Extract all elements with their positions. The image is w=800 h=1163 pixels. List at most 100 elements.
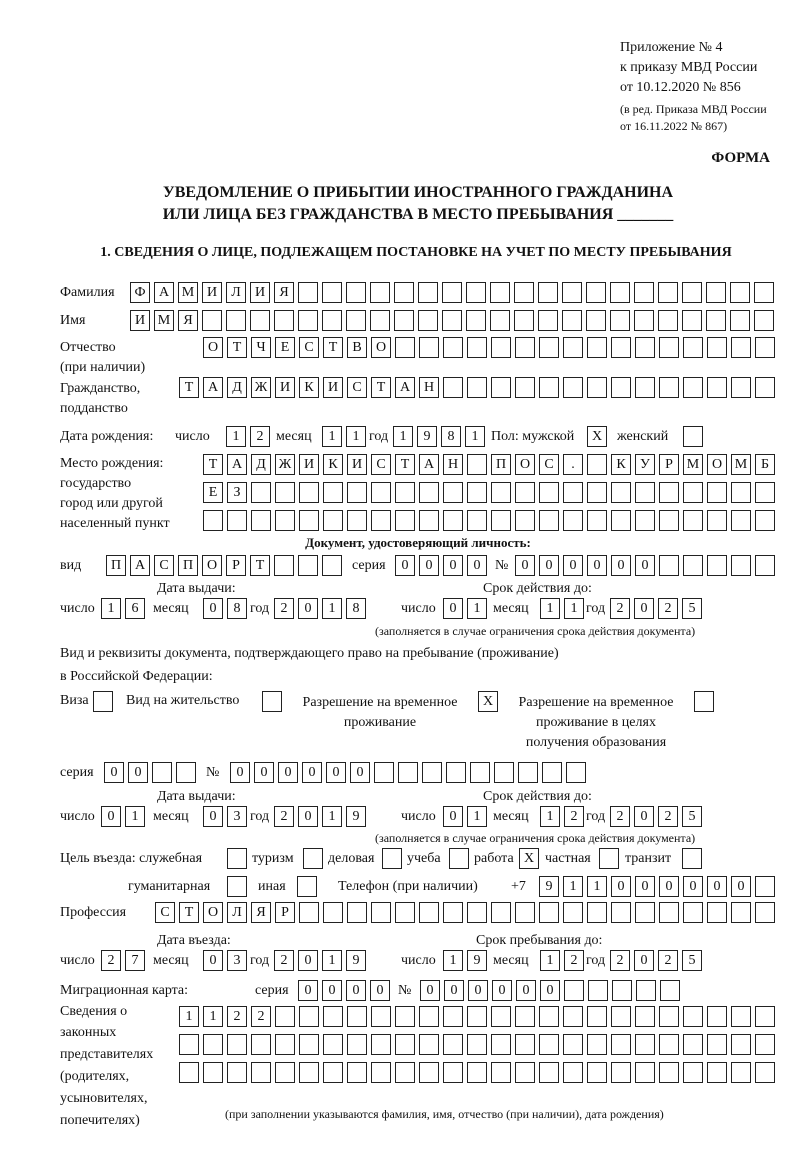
char-cell[interactable] [371, 482, 391, 503]
char-cell[interactable] [682, 310, 702, 331]
char-cell[interactable]: Н [443, 454, 463, 475]
char-cell[interactable]: Л [227, 902, 247, 923]
char-cell[interactable] [731, 555, 751, 576]
char-cell[interactable] [730, 310, 750, 331]
char-cell[interactable] [395, 1034, 415, 1055]
char-cell[interactable] [491, 902, 511, 923]
char-cell[interactable] [683, 555, 703, 576]
char-cell[interactable] [203, 1062, 223, 1083]
char-cell[interactable]: Н [419, 377, 439, 398]
char-cell[interactable]: Я [251, 902, 271, 923]
char-cell[interactable]: 1 [322, 598, 342, 619]
char-cell[interactable]: 1 [346, 426, 366, 447]
char-cell[interactable] [539, 337, 559, 358]
char-cell[interactable]: А [203, 377, 223, 398]
char-cell[interactable]: 1 [322, 426, 342, 447]
char-cell[interactable] [467, 337, 487, 358]
char-cell[interactable]: И [347, 454, 367, 475]
purpose-private-checkbox[interactable] [599, 848, 619, 869]
char-cell[interactable] [707, 337, 727, 358]
char-cell[interactable]: И [130, 310, 150, 331]
char-cell[interactable]: 1 [563, 876, 583, 897]
char-cell[interactable]: 0 [298, 806, 318, 827]
char-cell[interactable] [611, 482, 631, 503]
char-cell[interactable] [515, 1034, 535, 1055]
char-cell[interactable]: 0 [419, 555, 439, 576]
char-cell[interactable] [395, 337, 415, 358]
purpose-other-checkbox[interactable] [297, 876, 317, 897]
char-cell[interactable]: 1 [101, 598, 121, 619]
char-cell[interactable]: 0 [634, 950, 654, 971]
char-cell[interactable] [683, 902, 703, 923]
char-cell[interactable] [587, 1034, 607, 1055]
char-cell[interactable]: О [515, 454, 535, 475]
char-cell[interactable] [587, 510, 607, 531]
char-cell[interactable] [395, 1006, 415, 1027]
char-cell[interactable] [563, 482, 583, 503]
char-cell[interactable]: 0 [230, 762, 250, 783]
char-cell[interactable] [227, 1034, 247, 1055]
char-cell[interactable]: 1 [322, 950, 342, 971]
char-cell[interactable]: 2 [564, 950, 584, 971]
char-cell[interactable]: И [202, 282, 222, 303]
char-cell[interactable] [635, 902, 655, 923]
char-cell[interactable] [443, 337, 463, 358]
char-cell[interactable]: 0 [467, 555, 487, 576]
char-cell[interactable] [731, 337, 751, 358]
char-cell[interactable]: О [707, 454, 727, 475]
char-cell[interactable] [539, 1034, 559, 1055]
char-cell[interactable]: 5 [682, 806, 702, 827]
char-cell[interactable] [707, 555, 727, 576]
char-cell[interactable]: П [178, 555, 198, 576]
char-cell[interactable] [467, 1006, 487, 1027]
char-cell[interactable] [418, 282, 438, 303]
char-cell[interactable] [491, 337, 511, 358]
char-cell[interactable] [490, 310, 510, 331]
char-cell[interactable] [539, 510, 559, 531]
char-cell[interactable]: П [106, 555, 126, 576]
char-cell[interactable] [634, 282, 654, 303]
char-cell[interactable] [635, 1034, 655, 1055]
char-cell[interactable] [347, 902, 367, 923]
char-cell[interactable]: 0 [346, 980, 366, 1001]
char-cell[interactable] [635, 377, 655, 398]
char-cell[interactable] [683, 1062, 703, 1083]
char-cell[interactable] [227, 510, 247, 531]
char-cell[interactable] [539, 1006, 559, 1027]
char-cell[interactable]: 1 [564, 598, 584, 619]
char-cell[interactable] [706, 282, 726, 303]
visa-checkbox[interactable] [93, 691, 113, 712]
char-cell[interactable]: 0 [539, 555, 559, 576]
char-cell[interactable] [323, 902, 343, 923]
char-cell[interactable] [202, 310, 222, 331]
char-cell[interactable] [610, 282, 630, 303]
char-cell[interactable]: Т [227, 337, 247, 358]
char-cell[interactable] [635, 482, 655, 503]
char-cell[interactable] [370, 282, 390, 303]
char-cell[interactable]: О [202, 555, 222, 576]
char-cell[interactable]: Я [178, 310, 198, 331]
char-cell[interactable]: Е [275, 337, 295, 358]
char-cell[interactable] [203, 1034, 223, 1055]
char-cell[interactable] [659, 1006, 679, 1027]
char-cell[interactable]: 1 [465, 426, 485, 447]
char-cell[interactable]: Е [203, 482, 223, 503]
char-cell[interactable]: 0 [587, 555, 607, 576]
char-cell[interactable] [587, 1062, 607, 1083]
char-cell[interactable] [683, 377, 703, 398]
char-cell[interactable]: 0 [635, 876, 655, 897]
char-cell[interactable]: 0 [563, 555, 583, 576]
char-cell[interactable]: Т [203, 454, 223, 475]
char-cell[interactable] [347, 510, 367, 531]
char-cell[interactable] [152, 762, 172, 783]
char-cell[interactable] [515, 902, 535, 923]
char-cell[interactable] [443, 1062, 463, 1083]
char-cell[interactable]: Т [179, 377, 199, 398]
